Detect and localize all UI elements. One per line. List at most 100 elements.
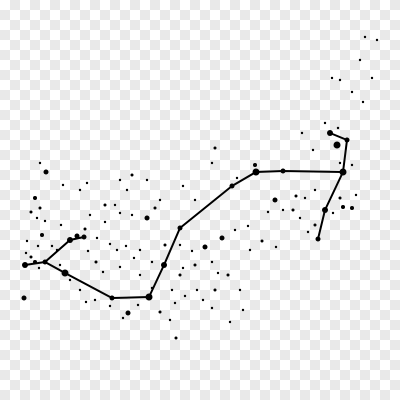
- background-star: [158, 198, 162, 202]
- background-star: [228, 320, 232, 324]
- background-star: [350, 206, 354, 210]
- constellation-star: [74, 233, 80, 239]
- background-star: [145, 178, 149, 182]
- background-star: [300, 131, 304, 135]
- background-star: [253, 163, 257, 167]
- background-star: [55, 248, 59, 252]
- background-star: [84, 300, 88, 304]
- constellation-star: [67, 237, 73, 243]
- background-star: [183, 294, 187, 298]
- background-star: [150, 286, 154, 290]
- background-star: [163, 243, 167, 247]
- background-star: [370, 76, 374, 80]
- background-star: [210, 306, 214, 310]
- background-star: [24, 251, 28, 255]
- background-star: [266, 210, 270, 214]
- background-star: [336, 126, 340, 130]
- background-star: [88, 213, 92, 217]
- background-star: [354, 193, 358, 197]
- background-star: [83, 227, 87, 231]
- background-star: [195, 288, 199, 292]
- background-star: [125, 188, 129, 192]
- background-star: [144, 215, 150, 221]
- background-star: [260, 239, 264, 243]
- background-star: [170, 288, 174, 292]
- background-star: [272, 197, 278, 203]
- background-star: [138, 273, 142, 277]
- background-star: [38, 161, 42, 165]
- background-star: [115, 248, 119, 252]
- background-star: [61, 183, 65, 187]
- constellation-star: [109, 295, 115, 301]
- background-star: [281, 208, 285, 212]
- background-star: [178, 273, 182, 277]
- constellation-star: [280, 168, 286, 174]
- background-star: [29, 255, 33, 259]
- background-star: [202, 244, 208, 250]
- background-star: [311, 148, 315, 152]
- background-star: [238, 288, 242, 292]
- background-star: [35, 216, 39, 220]
- constellation-star: [315, 236, 321, 242]
- background-star: [241, 308, 245, 312]
- background-star: [38, 206, 42, 210]
- background-star: [118, 211, 122, 215]
- background-star: [101, 270, 105, 274]
- background-star: [361, 100, 365, 104]
- background-star: [219, 235, 225, 241]
- background-star: [330, 76, 334, 80]
- background-star: [124, 244, 128, 248]
- background-star: [210, 161, 214, 165]
- background-star: [235, 176, 239, 180]
- background-star: [132, 256, 136, 260]
- background-star: [118, 178, 122, 182]
- background-star: [93, 298, 97, 302]
- background-star: [108, 304, 112, 308]
- background-star: [323, 121, 327, 125]
- constellation-line-3: [44, 236, 85, 263]
- background-star: [226, 273, 230, 277]
- background-star: [233, 228, 237, 232]
- background-star: [246, 224, 250, 228]
- background-star: [363, 35, 367, 39]
- background-star: [125, 310, 131, 316]
- background-star: [216, 271, 220, 275]
- background-star: [274, 245, 278, 249]
- background-star: [121, 316, 125, 320]
- constellation-star: [61, 269, 69, 277]
- background-star: [138, 248, 142, 252]
- background-star: [43, 219, 47, 223]
- constellation-star: [42, 259, 48, 265]
- background-star: [338, 161, 342, 165]
- background-star: [108, 242, 112, 246]
- background-star: [213, 288, 217, 292]
- background-star: [338, 196, 342, 200]
- background-star: [193, 263, 197, 267]
- constellation-star: [177, 225, 183, 231]
- background-star: [85, 181, 89, 185]
- background-star: [25, 239, 29, 243]
- constellation-star: [339, 168, 347, 176]
- background-star: [303, 196, 307, 200]
- constellation-star: [145, 293, 153, 301]
- background-star: [190, 249, 194, 253]
- background-star: [173, 301, 177, 305]
- background-star: [58, 263, 62, 267]
- background-star: [181, 184, 185, 188]
- constellation-star: [161, 262, 167, 268]
- background-star: [130, 213, 134, 217]
- background-star: [78, 288, 82, 292]
- background-star: [158, 310, 162, 314]
- constellation-star: [22, 262, 28, 268]
- background-star: [68, 278, 72, 282]
- constellation-star: [229, 183, 235, 189]
- background-star: [103, 220, 107, 224]
- constellation-star: [344, 137, 350, 143]
- background-star: [294, 194, 298, 198]
- background-star: [350, 90, 354, 94]
- constellation-star: [252, 168, 260, 176]
- background-star: [86, 249, 90, 253]
- background-star: [21, 295, 27, 301]
